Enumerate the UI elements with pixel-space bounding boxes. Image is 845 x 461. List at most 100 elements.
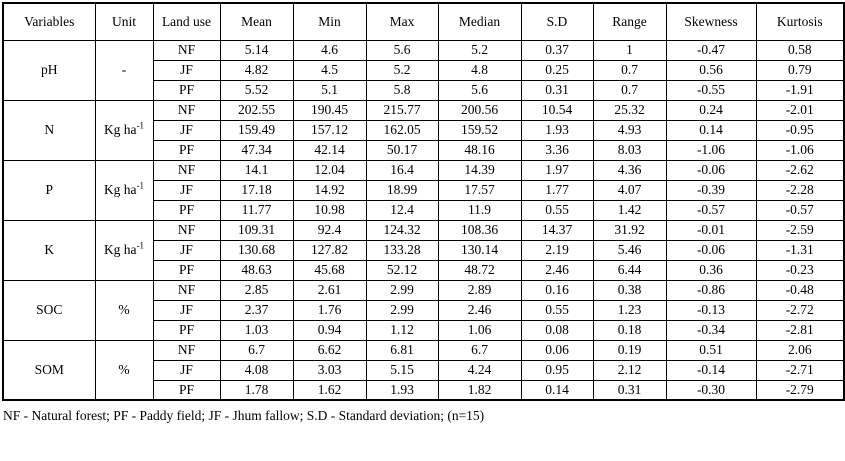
value-cell: 1.42: [592, 199, 667, 221]
land-use-cell: PF: [152, 199, 221, 221]
unit-text: %: [118, 361, 130, 377]
land-use-cell: NF: [152, 339, 221, 361]
land-use-cell: JF: [152, 59, 221, 81]
value-cell: 0.31: [520, 79, 594, 101]
value-cell: 109.31: [219, 219, 294, 241]
value-cell: -1.91: [755, 79, 845, 101]
value-cell: 2.46: [437, 299, 522, 321]
value-cell: -0.34: [665, 319, 757, 341]
value-cell: 5.6: [365, 39, 439, 61]
value-cell: -2.28: [755, 179, 845, 201]
value-cell: -0.57: [755, 199, 845, 221]
value-cell: 47.34: [219, 139, 294, 161]
value-cell: 1.97: [520, 159, 594, 181]
value-cell: 31.92: [592, 219, 667, 241]
value-cell: 1.82: [437, 379, 522, 401]
value-cell: 5.15: [365, 359, 439, 381]
value-cell: 5.8: [365, 79, 439, 101]
value-cell: 0.55: [520, 199, 594, 221]
value-cell: 124.32: [365, 219, 439, 241]
value-cell: 1.93: [365, 379, 439, 401]
value-cell: 1.77: [520, 179, 594, 201]
land-use-cell: NF: [152, 39, 221, 61]
value-cell: 2.85: [219, 279, 294, 301]
header-row: Variables Unit Land use Mean Min Max Med…: [2, 2, 845, 41]
header-cell-kurtosis: Kurtosis: [755, 2, 845, 41]
value-cell: 18.99: [365, 179, 439, 201]
value-cell: 2.46: [520, 259, 594, 281]
header-cell-variables: Variables: [2, 2, 96, 41]
variable-cell: K: [2, 219, 96, 281]
value-cell: 0.14: [665, 119, 757, 141]
value-cell: 17.57: [437, 179, 522, 201]
statistics-table: Variables Unit Land use Mean Min Max Med…: [2, 2, 845, 401]
value-cell: -1.06: [665, 139, 757, 161]
value-cell: 0.95: [520, 359, 594, 381]
value-cell: -2.71: [755, 359, 845, 381]
value-cell: 4.8: [437, 59, 522, 81]
value-cell: 0.79: [755, 59, 845, 81]
header-cell-skewness: Skewness: [665, 2, 757, 41]
value-cell: -0.14: [665, 359, 757, 381]
value-cell: 14.39: [437, 159, 522, 181]
variable-cell: SOC: [2, 279, 96, 341]
value-cell: 25.32: [592, 99, 667, 121]
value-cell: 200.56: [437, 99, 522, 121]
value-cell: 0.36: [665, 259, 757, 281]
value-cell: 3.36: [520, 139, 594, 161]
unit-cell: Kg ha-1: [94, 219, 154, 281]
value-cell: 202.55: [219, 99, 294, 121]
value-cell: 1.23: [592, 299, 667, 321]
value-cell: 42.14: [292, 139, 367, 161]
value-cell: -2.01: [755, 99, 845, 121]
value-cell: 0.18: [592, 319, 667, 341]
value-cell: 5.1: [292, 79, 367, 101]
value-cell: -0.86: [665, 279, 757, 301]
value-cell: 2.06: [755, 339, 845, 361]
table-row: N Kg ha-1 NF 202.55 190.45 215.77 200.56 10.54 2…: [2, 99, 845, 161]
value-cell: 48.72: [437, 259, 522, 281]
value-cell: 157.12: [292, 119, 367, 141]
value-cell: 127.82: [292, 239, 367, 261]
land-use-cell: PF: [152, 379, 221, 401]
land-use-cell: NF: [152, 219, 221, 241]
value-cell: 5.52: [219, 79, 294, 101]
land-use-cell: JF: [152, 119, 221, 141]
land-use-cell: PF: [152, 139, 221, 161]
value-cell: 5.2: [437, 39, 522, 61]
value-cell: 0.94: [292, 319, 367, 341]
value-cell: 3.03: [292, 359, 367, 381]
unit-cell: Kg ha-1: [94, 99, 154, 161]
value-cell: 1.06: [437, 319, 522, 341]
variable-cell: SOM: [2, 339, 96, 401]
value-cell: 5.46: [592, 239, 667, 261]
unit-cell: %: [94, 339, 154, 401]
unit-superscript: -1: [136, 240, 145, 251]
table-row: PF 1.78 1.62 1.93 1.82 0.14 0.31 -0.30 -2.79: [3, 379, 845, 401]
header-cell-median: Median: [437, 2, 522, 41]
table-row: K Kg ha-1 NF 109.31 92.4 124.32 108.36 14.37 31.…: [2, 219, 845, 281]
value-cell: -2.62: [755, 159, 845, 181]
value-cell: 5.6: [437, 79, 522, 101]
unit-cell: %: [94, 279, 154, 341]
value-cell: 8.03: [592, 139, 667, 161]
value-cell: 6.7: [437, 339, 522, 361]
value-cell: 0.37: [520, 39, 594, 61]
unit-cell: -: [94, 39, 154, 101]
value-cell: 4.24: [437, 359, 522, 381]
value-cell: 5.14: [219, 39, 294, 61]
value-cell: 190.45: [292, 99, 367, 121]
table-row: pH - NF 5.14 4.6 5.6 5.2 0.37 1 -0.47 0.58: [2, 39, 845, 101]
value-cell: 52.12: [365, 259, 439, 281]
value-cell: 4.82: [219, 59, 294, 81]
land-use-cell: NF: [152, 159, 221, 181]
value-cell: -0.39: [665, 179, 757, 201]
value-cell: 2.12: [592, 359, 667, 381]
value-cell: 4.07: [592, 179, 667, 201]
land-use-cell: JF: [152, 359, 221, 381]
value-cell: 4.93: [592, 119, 667, 141]
unit-text: %: [118, 302, 130, 317]
value-cell: 5.2: [365, 59, 439, 81]
table-header: Variables Unit Land use Mean Min Max Med…: [2, 2, 845, 41]
